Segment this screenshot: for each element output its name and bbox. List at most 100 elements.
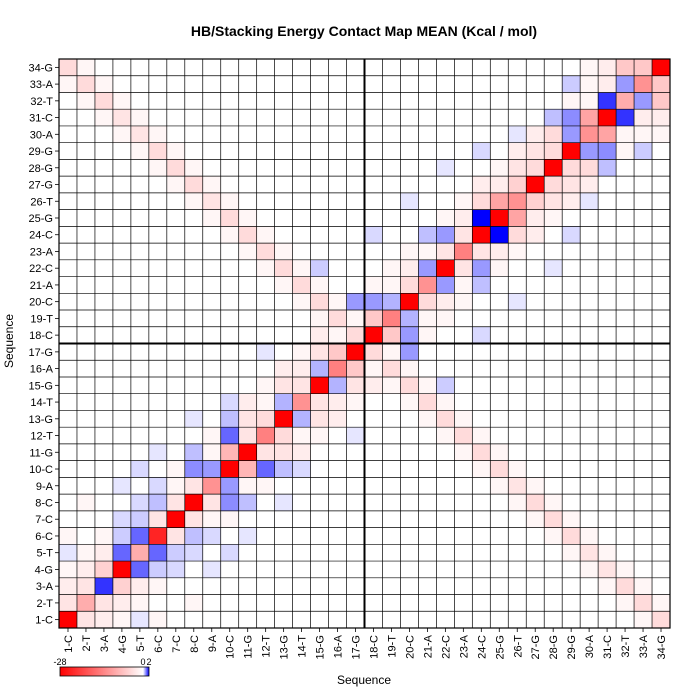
heatmap-cell bbox=[418, 310, 437, 327]
x-tick-label: 2-T bbox=[81, 635, 93, 652]
heatmap-cell bbox=[652, 443, 670, 461]
heatmap-cell bbox=[436, 109, 455, 126]
colorbar-tick-label: 0 bbox=[141, 657, 146, 667]
heatmap-cell bbox=[166, 92, 185, 110]
heatmap-cell bbox=[436, 460, 455, 478]
heatmap-cell bbox=[400, 109, 419, 126]
heatmap-cell bbox=[652, 226, 670, 244]
heatmap-cell bbox=[382, 410, 401, 428]
heatmap-cell bbox=[76, 293, 95, 311]
heatmap-cell bbox=[238, 594, 257, 612]
heatmap-cell bbox=[436, 92, 455, 110]
heatmap-cell bbox=[274, 544, 293, 562]
heatmap-cell bbox=[508, 577, 527, 595]
heatmap-cell bbox=[148, 561, 167, 578]
heatmap-cell bbox=[346, 611, 365, 628]
heatmap-cell bbox=[256, 75, 275, 93]
heatmap-cell bbox=[166, 243, 185, 260]
y-tick-label: 31-C bbox=[29, 113, 53, 125]
heatmap-cell bbox=[526, 276, 545, 294]
colorbar-tick-label: -28 bbox=[53, 657, 66, 667]
y-tick-label: 5-T bbox=[37, 548, 54, 560]
heatmap-cell bbox=[238, 75, 257, 93]
heatmap-cell bbox=[148, 460, 167, 478]
heatmap-cell bbox=[436, 310, 455, 327]
heatmap-cell bbox=[562, 393, 581, 411]
heatmap-cell bbox=[94, 226, 113, 244]
heatmap-cell bbox=[634, 577, 653, 595]
heatmap-cell bbox=[184, 226, 203, 244]
heatmap-cell bbox=[202, 544, 221, 562]
heatmap-cell bbox=[508, 75, 527, 93]
heatmap-cell bbox=[616, 293, 635, 311]
heatmap-cell bbox=[256, 594, 275, 612]
heatmap-cell bbox=[184, 427, 203, 444]
heatmap-cell bbox=[274, 243, 293, 260]
heatmap-cell bbox=[274, 561, 293, 578]
heatmap-cell bbox=[76, 561, 95, 578]
heatmap-cell bbox=[454, 360, 473, 377]
heatmap-cell bbox=[580, 460, 599, 478]
heatmap-cell bbox=[436, 226, 455, 244]
heatmap-cell bbox=[508, 611, 527, 628]
heatmap-cell bbox=[382, 159, 401, 177]
heatmap-cell bbox=[310, 243, 329, 260]
heatmap-cell bbox=[112, 443, 131, 461]
x-tick-label: 7-C bbox=[171, 635, 183, 653]
heatmap-cell bbox=[256, 527, 275, 545]
heatmap-cell bbox=[418, 326, 437, 344]
heatmap-cell bbox=[76, 577, 95, 595]
heatmap-cell bbox=[490, 243, 509, 260]
heatmap-cell bbox=[130, 477, 149, 495]
heatmap-cell bbox=[598, 460, 617, 478]
heatmap-cell bbox=[292, 192, 311, 210]
heatmap-cell bbox=[148, 243, 167, 260]
heatmap-cell bbox=[436, 59, 455, 76]
heatmap-cell bbox=[382, 125, 401, 143]
heatmap-cell bbox=[652, 510, 670, 528]
heatmap-cell bbox=[436, 243, 455, 260]
heatmap-cell bbox=[94, 343, 113, 361]
heatmap-cell bbox=[490, 477, 509, 495]
y-tick-label: 24-C bbox=[29, 230, 53, 242]
heatmap-cell bbox=[616, 594, 635, 612]
heatmap-cell bbox=[364, 125, 383, 143]
heatmap-cell bbox=[472, 544, 491, 562]
heatmap-cell bbox=[400, 477, 419, 495]
heatmap-cell bbox=[238, 460, 257, 478]
heatmap-cell bbox=[328, 59, 347, 76]
heatmap-cell bbox=[508, 477, 527, 495]
heatmap-cell bbox=[184, 443, 203, 461]
heatmap-cell bbox=[490, 209, 509, 227]
heatmap-cell bbox=[616, 410, 635, 428]
heatmap-cell bbox=[472, 611, 491, 628]
heatmap-cell bbox=[490, 192, 509, 210]
heatmap-cell bbox=[526, 393, 545, 411]
heatmap-cell bbox=[652, 376, 670, 394]
heatmap-cell bbox=[418, 376, 437, 394]
heatmap-cell bbox=[346, 326, 365, 344]
heatmap-cell bbox=[472, 92, 491, 110]
heatmap-cell bbox=[310, 276, 329, 294]
heatmap-cell bbox=[274, 477, 293, 495]
heatmap-cell bbox=[256, 460, 275, 478]
heatmap-cell bbox=[580, 142, 599, 160]
heatmap-cell bbox=[130, 343, 149, 361]
heatmap-cell bbox=[634, 393, 653, 411]
heatmap-cell bbox=[544, 125, 563, 143]
heatmap-cell bbox=[184, 594, 203, 612]
heatmap-cell bbox=[472, 192, 491, 210]
heatmap-cell bbox=[310, 142, 329, 160]
heatmap-cell bbox=[562, 226, 581, 244]
heatmap-cell bbox=[59, 611, 77, 628]
heatmap-cell bbox=[472, 159, 491, 177]
heatmap-cell bbox=[616, 393, 635, 411]
heatmap-cell bbox=[472, 176, 491, 193]
heatmap-cell bbox=[400, 577, 419, 595]
heatmap-cell bbox=[490, 159, 509, 177]
heatmap-cell bbox=[184, 310, 203, 327]
heatmap-cell bbox=[598, 427, 617, 444]
heatmap-cell bbox=[112, 209, 131, 227]
heatmap-cell bbox=[256, 243, 275, 260]
heatmap-cell bbox=[274, 192, 293, 210]
